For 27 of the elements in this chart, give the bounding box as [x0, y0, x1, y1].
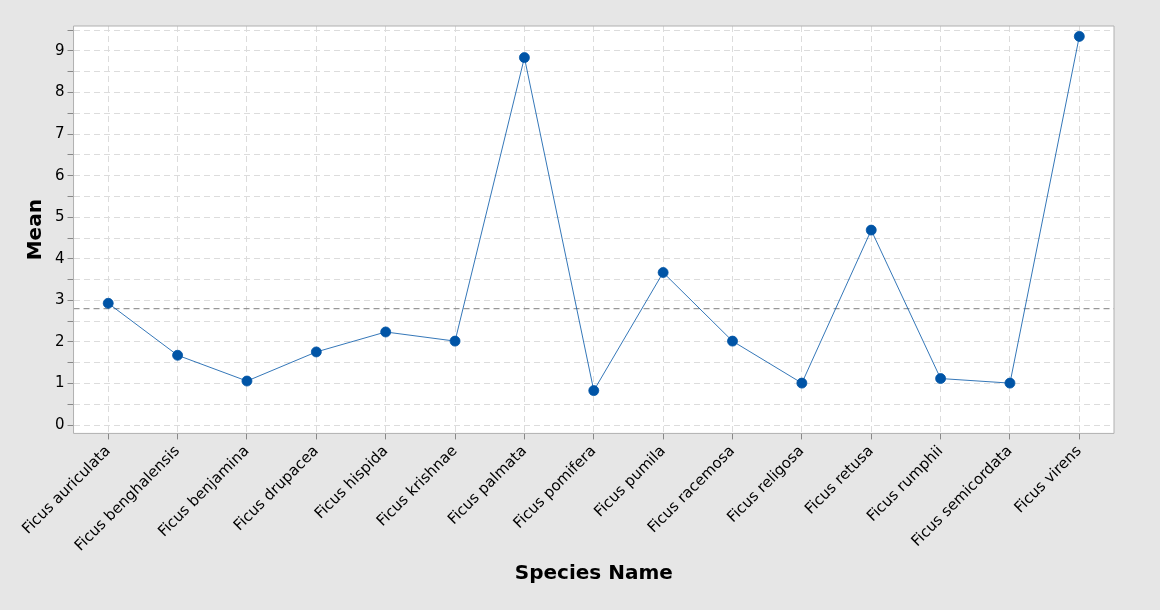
point: [588, 385, 600, 396]
point: [657, 267, 669, 278]
point: [449, 335, 461, 347]
y-tick-label: 6: [55, 165, 65, 184]
y-tick-label: 9: [55, 40, 65, 59]
point: [865, 224, 877, 236]
y-tick-label: 1: [55, 373, 65, 392]
point: [935, 373, 946, 384]
y-axis-title: Mean: [22, 199, 47, 261]
y-tick-label: 4: [55, 248, 65, 267]
point: [102, 297, 114, 309]
point: [1004, 377, 1016, 389]
point: [1073, 30, 1085, 42]
y-tick-label: 3: [55, 290, 65, 309]
point: [241, 375, 253, 387]
y-tick-label: 8: [55, 82, 65, 101]
point: [796, 377, 808, 389]
x-axis-title: Species Name: [514, 560, 673, 585]
y-tick-label: 2: [55, 331, 65, 350]
y-tick-label: 0: [55, 414, 65, 433]
point: [380, 326, 392, 338]
y-tick-label: 5: [55, 207, 65, 226]
y-tick-label: 7: [55, 123, 65, 142]
point: [172, 349, 183, 361]
point: [727, 335, 738, 347]
point: [519, 52, 530, 63]
point: [310, 346, 322, 358]
